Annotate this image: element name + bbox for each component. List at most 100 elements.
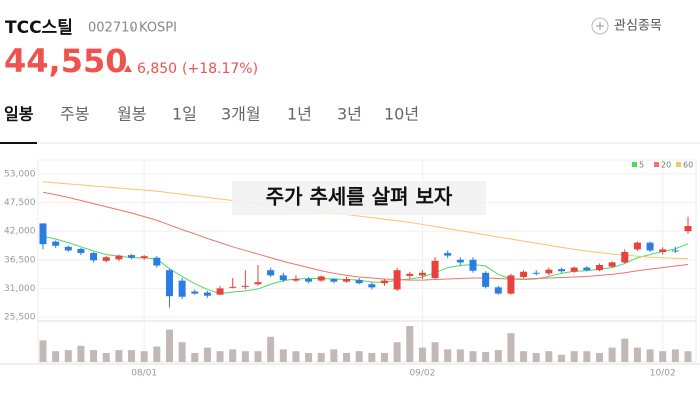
volume-bar <box>343 353 351 362</box>
volume-bar <box>507 333 515 362</box>
volume-bar <box>494 350 502 362</box>
volume-bar <box>267 336 275 362</box>
stock-name: TCC스틸 <box>5 17 73 38</box>
volume-bar <box>52 351 60 362</box>
candle-body <box>431 260 439 278</box>
candle-body <box>102 257 110 261</box>
candle-body <box>39 223 47 245</box>
tab[interactable]: 1년 <box>287 105 312 124</box>
market: KOSPI <box>139 21 177 36</box>
legend-label: 60 <box>683 161 693 170</box>
volume-bar <box>102 353 110 362</box>
volume-bar <box>684 351 692 362</box>
tabs: 일봉 주봉 월봉 1일 3개월 1년 3년 10년 <box>4 105 419 124</box>
candle-body <box>659 249 667 252</box>
volume-bar <box>229 349 237 362</box>
candle-body <box>482 272 490 287</box>
candle-body <box>330 279 338 282</box>
candle-body <box>317 276 325 281</box>
candle-body <box>583 267 591 271</box>
candle-body <box>254 282 262 285</box>
plus <box>596 22 604 30</box>
volume-bar <box>90 350 98 362</box>
volume-bar <box>444 349 452 362</box>
tab[interactable]: 3개월 <box>221 105 261 124</box>
volume-bar <box>558 354 566 362</box>
candle-body <box>633 242 641 250</box>
x-tick-label: 09/02 <box>409 369 435 379</box>
volume-bar <box>393 342 401 362</box>
watch-label: 관심종목 <box>614 19 662 34</box>
candle-body <box>292 279 300 281</box>
candle-body <box>671 250 679 252</box>
annotation-box <box>232 181 486 215</box>
volume-bar <box>583 351 591 362</box>
volume-bar <box>482 351 490 362</box>
candle-body <box>305 279 313 282</box>
volume-bar <box>646 349 654 362</box>
volume-bar <box>595 353 603 362</box>
volume-bar <box>418 347 426 362</box>
moving-average <box>42 181 689 260</box>
candle-body <box>456 259 464 263</box>
candle-body <box>469 259 477 271</box>
volume-bar <box>305 353 313 362</box>
candle-body <box>153 257 161 266</box>
tab[interactable]: 일봉 <box>4 105 34 124</box>
candle-body <box>267 270 275 276</box>
tab[interactable]: 월봉 <box>117 105 146 124</box>
candle-body <box>595 265 603 271</box>
candle-body <box>191 291 199 294</box>
candle-body <box>684 226 692 232</box>
volume-bar <box>431 342 439 362</box>
volume-bar <box>456 349 464 362</box>
candle-body <box>241 285 249 287</box>
candle-body <box>393 270 401 290</box>
volume-bar <box>241 351 249 362</box>
volume-bar <box>621 338 629 362</box>
candle-body <box>90 253 98 261</box>
candle-body <box>570 267 578 272</box>
volume-bar <box>216 351 224 362</box>
volume-bar <box>203 347 211 362</box>
volume-bar <box>633 347 641 362</box>
candle-body <box>216 288 224 295</box>
volume-bar <box>406 326 414 362</box>
tab[interactable]: 3년 <box>337 105 362 124</box>
y-tick-label: 25,500 <box>4 313 36 323</box>
volume-bar <box>153 346 161 362</box>
volume-bar <box>469 351 477 362</box>
candle-body <box>418 272 426 276</box>
candle-body <box>115 255 123 260</box>
volume-bar <box>520 351 528 362</box>
y-tick-label: 42,000 <box>4 227 36 237</box>
volume-bar <box>115 350 123 362</box>
volume-bar <box>178 342 186 362</box>
candle-body <box>406 273 414 276</box>
volume-bar <box>355 351 363 362</box>
candle-body <box>343 279 351 282</box>
tab[interactable]: 10년 <box>384 105 419 124</box>
volume-bar <box>671 349 679 362</box>
volume-bar <box>39 340 47 362</box>
candle-body <box>140 256 148 259</box>
candle-body <box>520 271 528 277</box>
tab[interactable]: 1일 <box>172 105 197 124</box>
volume-bar <box>165 329 173 362</box>
plot-frame <box>37 159 697 363</box>
candle-body <box>444 253 452 256</box>
volume-bar <box>128 350 136 362</box>
plus-icon <box>591 17 609 35</box>
y-tick-label: 36,500 <box>4 255 36 265</box>
y-tick-label: 47,500 <box>4 198 36 208</box>
legend-swatch <box>654 162 659 167</box>
candle-body <box>608 262 616 267</box>
volume-bar <box>279 349 287 362</box>
candle-body <box>229 286 237 288</box>
tab[interactable]: 주봉 <box>60 105 89 124</box>
watch-button[interactable]: 관심종목 <box>591 17 662 35</box>
candle-body <box>532 272 540 274</box>
volume-bar <box>368 353 376 362</box>
volume-bar <box>532 353 540 362</box>
